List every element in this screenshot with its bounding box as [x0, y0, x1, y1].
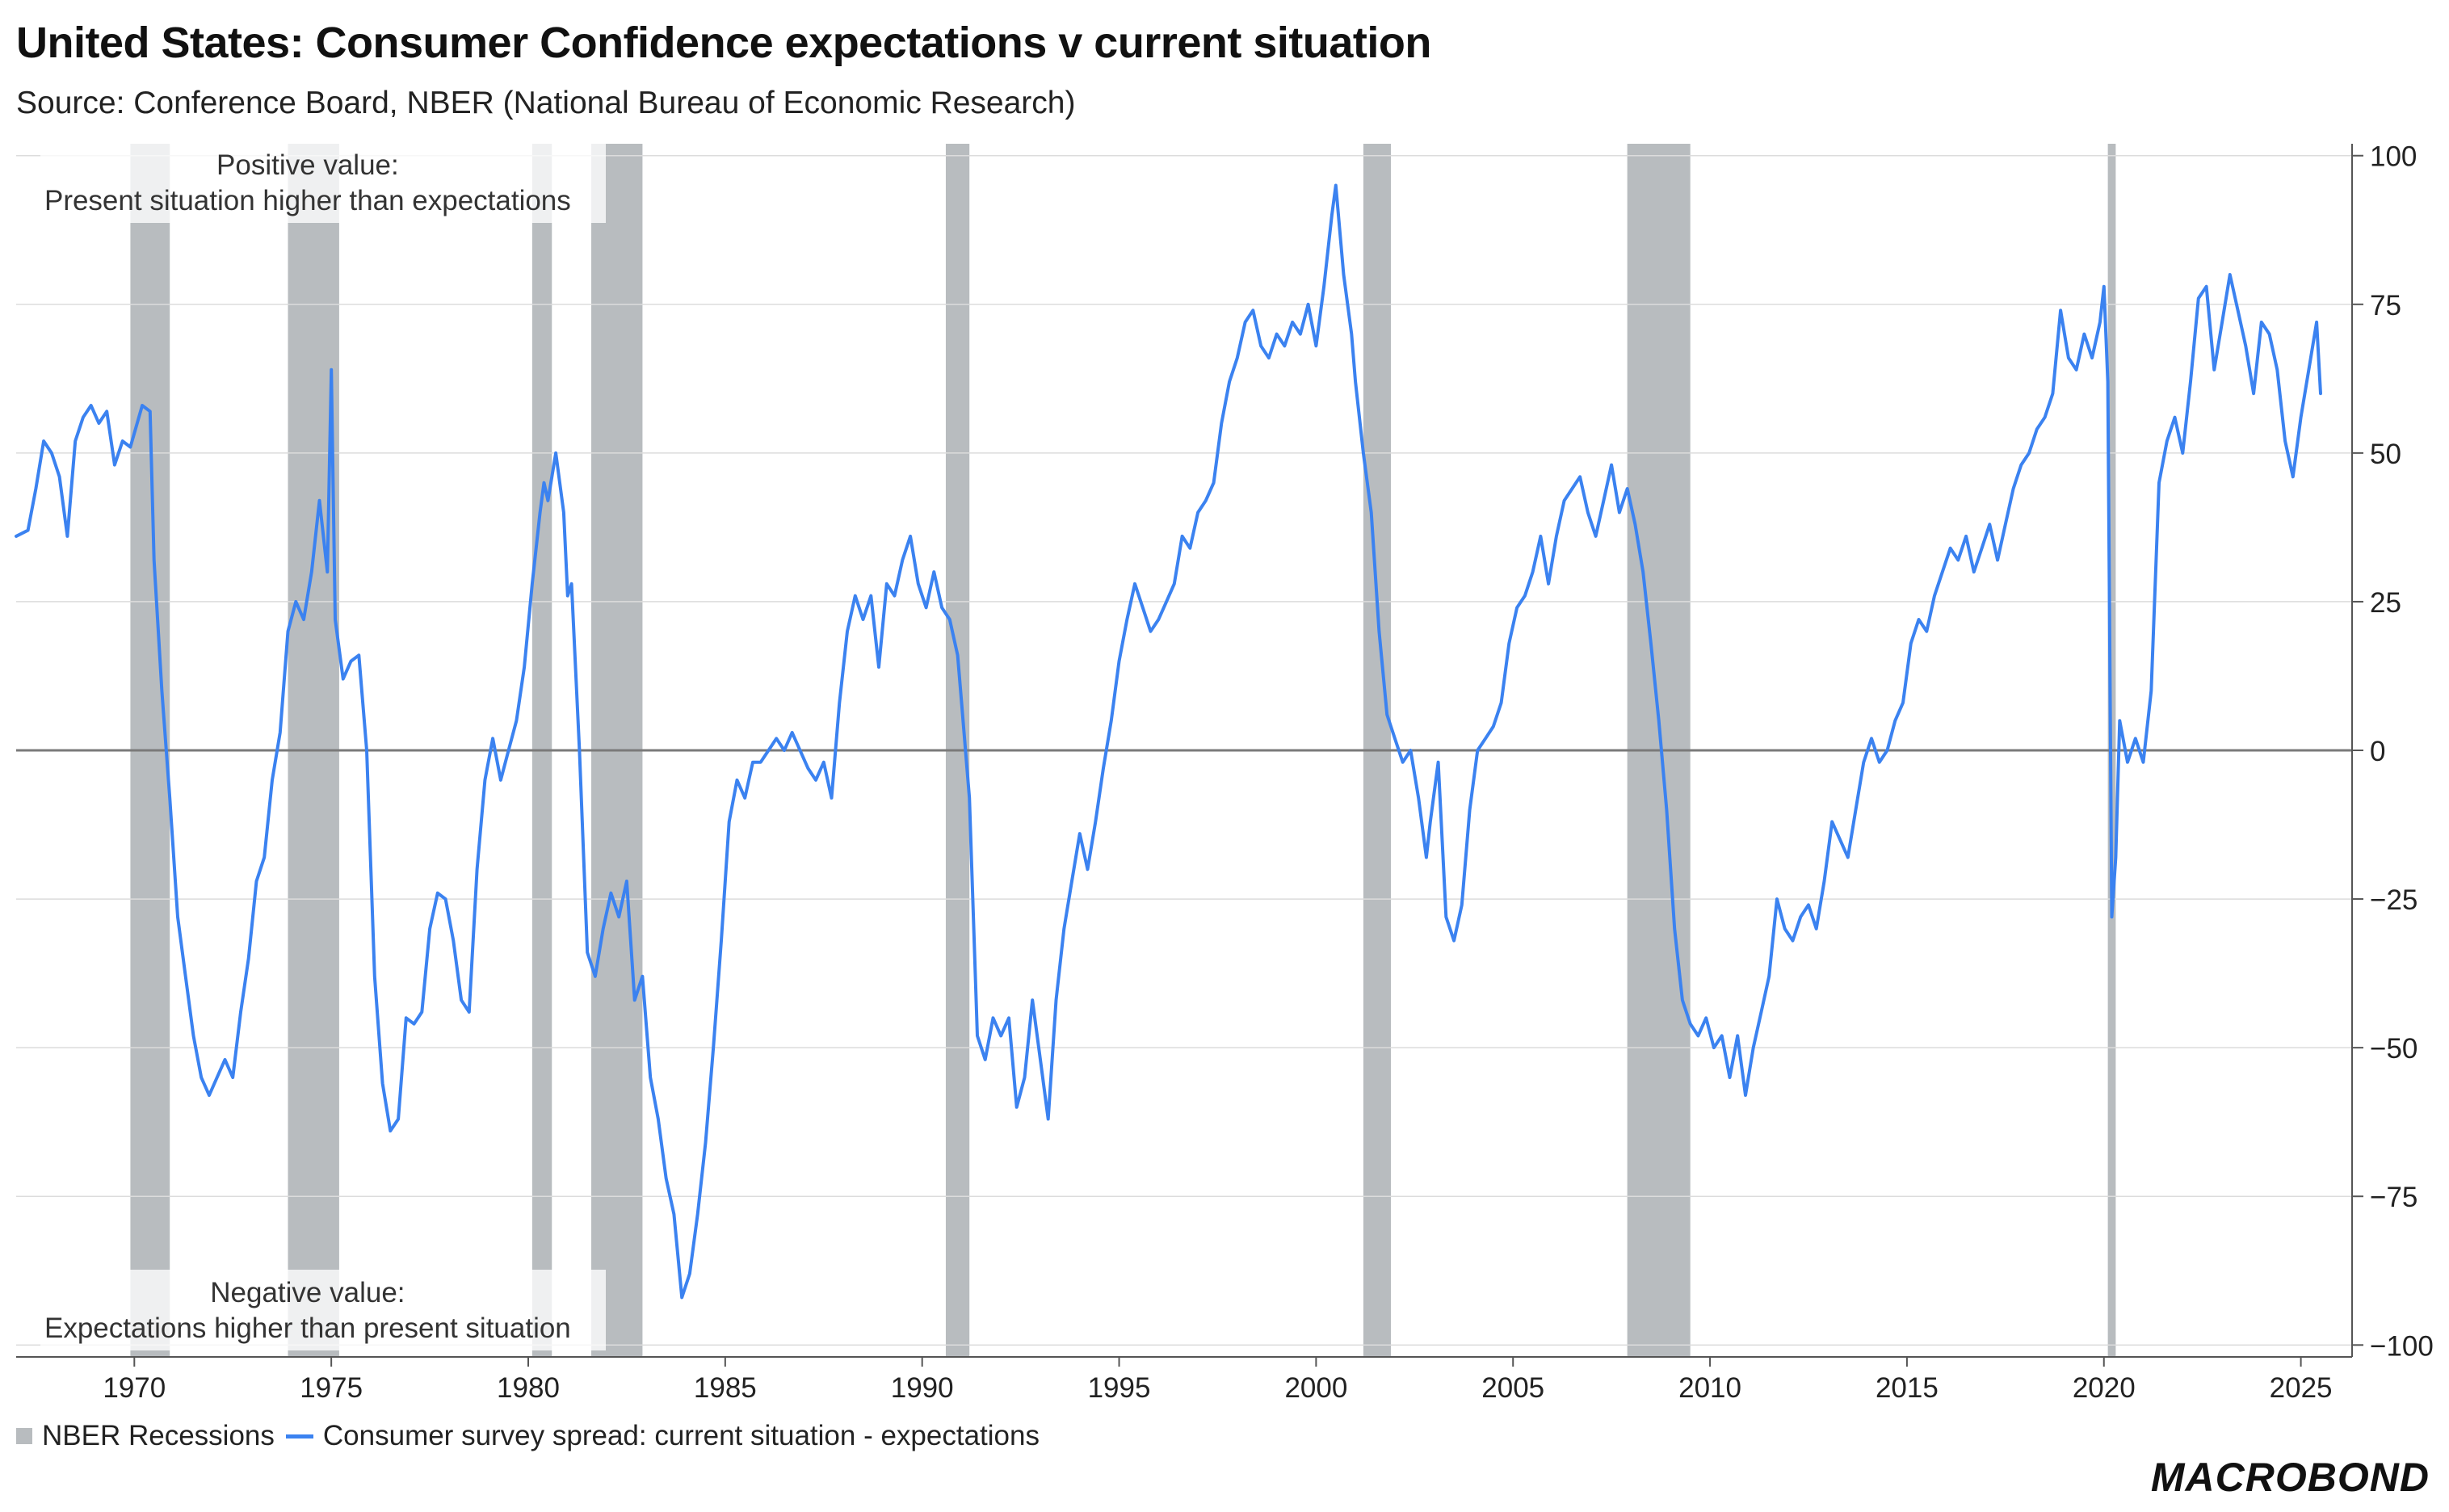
y-tick-label: 50	[2370, 439, 2401, 470]
y-tick-label: 25	[2370, 587, 2401, 619]
y-tick-label: 75	[2370, 290, 2401, 321]
legend-label-recessions: NBER Recessions	[42, 1420, 275, 1451]
annotation-positive: Positive value: Present situation higher …	[40, 142, 606, 223]
x-tick-label: 2020	[2073, 1372, 2136, 1404]
page-subtitle: Source: Conference Board, NBER (National…	[16, 86, 1076, 120]
series-line	[15, 183, 2322, 1300]
y-tick-label: −25	[2370, 884, 2417, 916]
x-tick-label: 1980	[497, 1372, 560, 1404]
x-tick-label: 1975	[300, 1372, 363, 1404]
x-tick-label: 2005	[1481, 1372, 1544, 1404]
y-tick-label: 0	[2370, 736, 2385, 767]
y-tick-label: 100	[2370, 141, 2417, 173]
legend: NBER Recessions Consumer survey spread: …	[16, 1420, 1040, 1452]
x-tick-label: 2015	[1876, 1372, 1939, 1404]
y-tick-label: −100	[2370, 1330, 2434, 1362]
annotation-line: Expectations higher than present situati…	[44, 1312, 571, 1344]
macrobond-logo: MACROBOND	[2150, 1455, 2430, 1500]
x-tick-label: 2025	[2270, 1372, 2333, 1404]
annotation-bg	[40, 142, 606, 223]
y-tick-label: −75	[2370, 1182, 2417, 1213]
axes: 100 75 50 25 0 −25 −50 −75 −100 1970 1975 1980 1985 1…	[16, 141, 2434, 1404]
x-tick-label: 1970	[103, 1372, 166, 1404]
page-title: United States: Consumer Confidence expec…	[16, 19, 1431, 67]
annotation-bg	[40, 1270, 606, 1350]
annotation-line: Present situation higher than expectatio…	[44, 185, 571, 216]
x-tick-label: 1995	[1088, 1372, 1151, 1404]
x-tick-label: 2010	[1678, 1372, 1741, 1404]
annotation-negative: Negative value: Expectations higher than …	[40, 1270, 606, 1350]
legend-swatch-recessions	[16, 1428, 32, 1444]
legend-swatch-series	[285, 1434, 313, 1438]
x-tick-label: 1985	[694, 1372, 757, 1404]
annotations: Positive value: Present situation higher …	[40, 142, 606, 1350]
y-tick-label: −50	[2370, 1033, 2417, 1065]
series-lines	[15, 183, 2322, 1300]
legend-label-series: Consumer survey spread: current situatio…	[322, 1420, 1040, 1451]
x-tick-label: 1990	[891, 1372, 954, 1404]
annotation-line: Positive value:	[216, 149, 399, 181]
grid-lines	[16, 154, 2352, 1346]
annotation-line: Negative value:	[210, 1277, 405, 1308]
x-tick-label: 2000	[1284, 1372, 1347, 1404]
